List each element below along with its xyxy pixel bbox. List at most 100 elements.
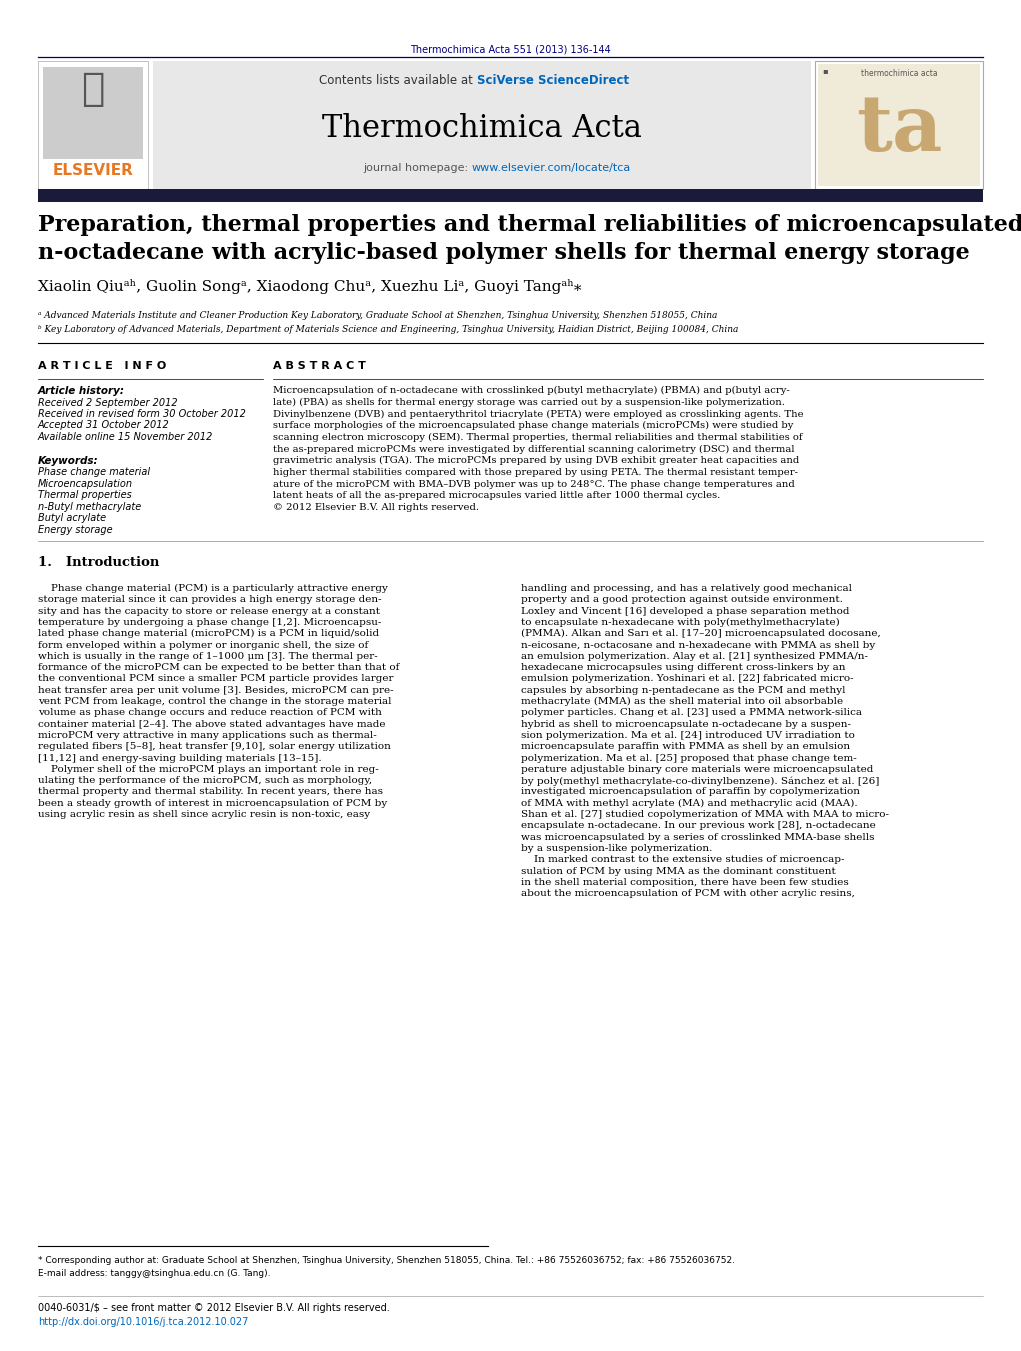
Text: n-eicosane, n-octacosane and n-hexadecane with PMMA as shell by: n-eicosane, n-octacosane and n-hexadecan… xyxy=(521,640,875,650)
Text: Available online 15 November 2012: Available online 15 November 2012 xyxy=(38,432,213,442)
Text: sity and has the capacity to store or release energy at a constant: sity and has the capacity to store or re… xyxy=(38,607,380,616)
Text: Article history:: Article history: xyxy=(38,386,125,396)
Text: Energy storage: Energy storage xyxy=(38,524,112,535)
Text: ta: ta xyxy=(856,91,942,168)
Text: late) (PBA) as shells for thermal energy storage was carried out by a suspension: late) (PBA) as shells for thermal energy… xyxy=(273,397,785,407)
Text: www.elsevier.com/locate/tca: www.elsevier.com/locate/tca xyxy=(472,163,631,173)
Text: SciVerse ScienceDirect: SciVerse ScienceDirect xyxy=(477,74,629,86)
Text: http://dx.doi.org/10.1016/j.tca.2012.10.027: http://dx.doi.org/10.1016/j.tca.2012.10.… xyxy=(38,1317,248,1327)
FancyBboxPatch shape xyxy=(38,189,983,203)
Text: of MMA with methyl acrylate (MA) and methacrylic acid (MAA).: of MMA with methyl acrylate (MA) and met… xyxy=(521,798,857,808)
Text: storage material since it can provides a high energy storage den-: storage material since it can provides a… xyxy=(38,596,382,604)
Text: the as-prepared microPCMs were investigated by differential scanning calorimetry: the as-prepared microPCMs were investiga… xyxy=(273,444,794,454)
Text: heat transfer area per unit volume [3]. Besides, microPCM can pre-: heat transfer area per unit volume [3]. … xyxy=(38,686,394,694)
Text: scanning electron microscopy (SEM). Thermal properties, thermal reliabilities an: scanning electron microscopy (SEM). Ther… xyxy=(273,432,803,442)
Text: ᵃ Advanced Materials Institute and Cleaner Production Key Laboratory, Graduate S: ᵃ Advanced Materials Institute and Clean… xyxy=(38,311,718,320)
Text: Polymer shell of the microPCM plays an important role in reg-: Polymer shell of the microPCM plays an i… xyxy=(38,765,379,774)
Text: Thermochimica Acta: Thermochimica Acta xyxy=(322,113,642,145)
Text: n-octadecane with acrylic-based polymer shells for thermal energy storage: n-octadecane with acrylic-based polymer … xyxy=(38,242,970,263)
Text: ᵇ Key Laboratory of Advanced Materials, Department of Materials Science and Engi: ᵇ Key Laboratory of Advanced Materials, … xyxy=(38,326,738,334)
Text: 1.   Introduction: 1. Introduction xyxy=(38,557,159,569)
Text: hexadecane microcapsules using different cross-linkers by an: hexadecane microcapsules using different… xyxy=(521,663,845,671)
Text: sulation of PCM by using MMA as the dominant constituent: sulation of PCM by using MMA as the domi… xyxy=(521,866,835,875)
FancyBboxPatch shape xyxy=(818,63,980,186)
Text: polymerization. Ma et al. [25] proposed that phase change tem-: polymerization. Ma et al. [25] proposed … xyxy=(521,754,857,762)
Text: [11,12] and energy-saving building materials [13–15].: [11,12] and energy-saving building mater… xyxy=(38,754,322,762)
Text: using acrylic resin as shell since acrylic resin is non-toxic, easy: using acrylic resin as shell since acryl… xyxy=(38,811,371,819)
Text: Received in revised form 30 October 2012: Received in revised form 30 October 2012 xyxy=(38,409,246,419)
Text: In marked contrast to the extensive studies of microencap-: In marked contrast to the extensive stud… xyxy=(521,855,844,865)
Text: was microencapsulated by a series of crosslinked MMA-base shells: was microencapsulated by a series of cro… xyxy=(521,832,874,842)
Text: 🌳: 🌳 xyxy=(82,72,105,108)
Text: Contents lists available at: Contents lists available at xyxy=(320,74,477,86)
Text: handling and processing, and has a relatively good mechanical: handling and processing, and has a relat… xyxy=(521,584,852,593)
Text: microPCM very attractive in many applications such as thermal-: microPCM very attractive in many applica… xyxy=(38,731,377,740)
Text: Keywords:: Keywords: xyxy=(38,455,99,466)
Text: the conventional PCM since a smaller PCM particle provides larger: the conventional PCM since a smaller PCM… xyxy=(38,674,393,684)
Text: ▪: ▪ xyxy=(822,68,828,76)
Text: polymer particles. Chang et al. [23] used a PMMA network-silica: polymer particles. Chang et al. [23] use… xyxy=(521,708,862,717)
Text: n-Butyl methacrylate: n-Butyl methacrylate xyxy=(38,501,141,512)
Text: Microencapsulation of n-octadecane with crosslinked p(butyl methacrylate) (PBMA): Microencapsulation of n-octadecane with … xyxy=(273,386,790,394)
Text: ELSEVIER: ELSEVIER xyxy=(52,163,134,178)
Text: in the shell material composition, there have been few studies: in the shell material composition, there… xyxy=(521,878,848,886)
Text: encapsulate n-octadecane. In our previous work [28], n-octadecane: encapsulate n-octadecane. In our previou… xyxy=(521,821,875,831)
Text: which is usually in the range of 1–1000 μm [3]. The thermal per-: which is usually in the range of 1–1000 … xyxy=(38,651,378,661)
Text: * Corresponding author at: Graduate School at Shenzhen, Tsinghua University, She: * Corresponding author at: Graduate Scho… xyxy=(38,1256,735,1265)
Text: methacrylate (MMA) as the shell material into oil absorbable: methacrylate (MMA) as the shell material… xyxy=(521,697,842,707)
Text: temperature by undergoing a phase change [1,2]. Microencapsu-: temperature by undergoing a phase change… xyxy=(38,617,382,627)
Text: hybrid as shell to microencapsulate n-octadecane by a suspen-: hybrid as shell to microencapsulate n-oc… xyxy=(521,720,850,728)
Text: ulating the performance of the microPCM, such as morphology,: ulating the performance of the microPCM,… xyxy=(38,775,372,785)
Text: thermochimica acta: thermochimica acta xyxy=(861,69,937,78)
Text: journal homepage:: journal homepage: xyxy=(363,163,472,173)
Text: been a steady growth of interest in microencapsulation of PCM by: been a steady growth of interest in micr… xyxy=(38,798,387,808)
Text: Thermochimica Acta 551 (2013) 136-144: Thermochimica Acta 551 (2013) 136-144 xyxy=(410,45,611,55)
Text: container material [2–4]. The above stated advantages have made: container material [2–4]. The above stat… xyxy=(38,720,386,728)
Text: an emulsion polymerization. Alay et al. [21] synthesized PMMA/n-: an emulsion polymerization. Alay et al. … xyxy=(521,651,868,661)
Text: (PMMA). Alkan and Sarı et al. [17–20] microencapsulated docosane,: (PMMA). Alkan and Sarı et al. [17–20] mi… xyxy=(521,630,880,638)
Text: A B S T R A C T: A B S T R A C T xyxy=(273,361,366,372)
Text: E-mail address: tanggy@tsinghua.edu.cn (G. Tang).: E-mail address: tanggy@tsinghua.edu.cn (… xyxy=(38,1269,271,1278)
Text: surface morphologies of the microencapsulated phase change materials (microPCMs): surface morphologies of the microencapsu… xyxy=(273,422,793,430)
Text: Thermal properties: Thermal properties xyxy=(38,490,132,500)
Text: Xiaolin Qiuᵃʰ, Guolin Songᵃ, Xiaodong Chuᵃ, Xuezhu Liᵃ, Guoyi Tangᵃʰ⁎: Xiaolin Qiuᵃʰ, Guolin Songᵃ, Xiaodong Ch… xyxy=(38,280,582,295)
Text: Butyl acrylate: Butyl acrylate xyxy=(38,513,106,523)
Text: vent PCM from leakage, control the change in the storage material: vent PCM from leakage, control the chang… xyxy=(38,697,391,707)
Text: property and a good protection against outside environment.: property and a good protection against o… xyxy=(521,596,842,604)
Text: Phase change material: Phase change material xyxy=(38,467,150,477)
Text: Microencapsulation: Microencapsulation xyxy=(38,478,133,489)
Text: by a suspension-like polymerization.: by a suspension-like polymerization. xyxy=(521,844,712,852)
Text: Loxley and Vincent [16] developed a phase separation method: Loxley and Vincent [16] developed a phas… xyxy=(521,607,849,616)
Text: investigated microencapsulation of paraffin by copolymerization: investigated microencapsulation of paraf… xyxy=(521,788,860,796)
Text: Received 2 September 2012: Received 2 September 2012 xyxy=(38,397,178,408)
Text: latent heats of all the as-prepared microcapsules varied little after 1000 therm: latent heats of all the as-prepared micr… xyxy=(273,492,720,500)
Text: higher thermal stabilities compared with those prepared by using PETA. The therm: higher thermal stabilities compared with… xyxy=(273,467,798,477)
Text: formance of the microPCM can be expected to be better than that of: formance of the microPCM can be expected… xyxy=(38,663,399,671)
Text: emulsion polymerization. Yoshinari et al. [22] fabricated micro-: emulsion polymerization. Yoshinari et al… xyxy=(521,674,854,684)
Text: form enveloped within a polymer or inorganic shell, the size of: form enveloped within a polymer or inorg… xyxy=(38,640,369,650)
Text: 0040-6031/$ – see front matter © 2012 Elsevier B.V. All rights reserved.: 0040-6031/$ – see front matter © 2012 El… xyxy=(38,1302,390,1313)
Text: Accepted 31 October 2012: Accepted 31 October 2012 xyxy=(38,420,169,431)
Text: Phase change material (PCM) is a particularly attractive energy: Phase change material (PCM) is a particu… xyxy=(38,584,388,593)
FancyBboxPatch shape xyxy=(153,61,811,189)
Text: lated phase change material (microPCM) is a PCM in liquid/solid: lated phase change material (microPCM) i… xyxy=(38,630,379,638)
FancyBboxPatch shape xyxy=(815,61,983,189)
Text: volume as phase change occurs and reduce reaction of PCM with: volume as phase change occurs and reduce… xyxy=(38,708,382,717)
Text: © 2012 Elsevier B.V. All rights reserved.: © 2012 Elsevier B.V. All rights reserved… xyxy=(273,503,479,512)
Text: about the microencapsulation of PCM with other acrylic resins,: about the microencapsulation of PCM with… xyxy=(521,889,855,898)
FancyBboxPatch shape xyxy=(43,68,143,159)
Text: by poly(methyl methacrylate-co-divinylbenzene). Sánchez et al. [26]: by poly(methyl methacrylate-co-divinylbe… xyxy=(521,775,879,785)
Text: sion polymerization. Ma et al. [24] introduced UV irradiation to: sion polymerization. Ma et al. [24] intr… xyxy=(521,731,855,740)
Text: Divinylbenzene (DVB) and pentaerythritol triacrylate (PETA) were employed as cro: Divinylbenzene (DVB) and pentaerythritol… xyxy=(273,409,804,419)
Text: capsules by absorbing n-pentadecane as the PCM and methyl: capsules by absorbing n-pentadecane as t… xyxy=(521,686,845,694)
Text: gravimetric analysis (TGA). The microPCMs prepared by using DVB exhibit greater : gravimetric analysis (TGA). The microPCM… xyxy=(273,457,799,465)
Text: to encapsulate n-hexadecane with poly(methylmethacrylate): to encapsulate n-hexadecane with poly(me… xyxy=(521,617,839,627)
Text: ature of the microPCM with BMA–DVB polymer was up to 248°C. The phase change tem: ature of the microPCM with BMA–DVB polym… xyxy=(273,480,794,489)
Text: Preparation, thermal properties and thermal reliabilities of microencapsulated: Preparation, thermal properties and ther… xyxy=(38,213,1021,236)
Text: thermal property and thermal stability. In recent years, there has: thermal property and thermal stability. … xyxy=(38,788,383,796)
Text: perature adjustable binary core materials were microencapsulated: perature adjustable binary core material… xyxy=(521,765,873,774)
FancyBboxPatch shape xyxy=(38,61,148,189)
Text: A R T I C L E   I N F O: A R T I C L E I N F O xyxy=(38,361,166,372)
Text: microencapsulate paraffin with PMMA as shell by an emulsion: microencapsulate paraffin with PMMA as s… xyxy=(521,742,849,751)
Text: Shan et al. [27] studied copolymerization of MMA with MAA to micro-: Shan et al. [27] studied copolymerizatio… xyxy=(521,811,888,819)
